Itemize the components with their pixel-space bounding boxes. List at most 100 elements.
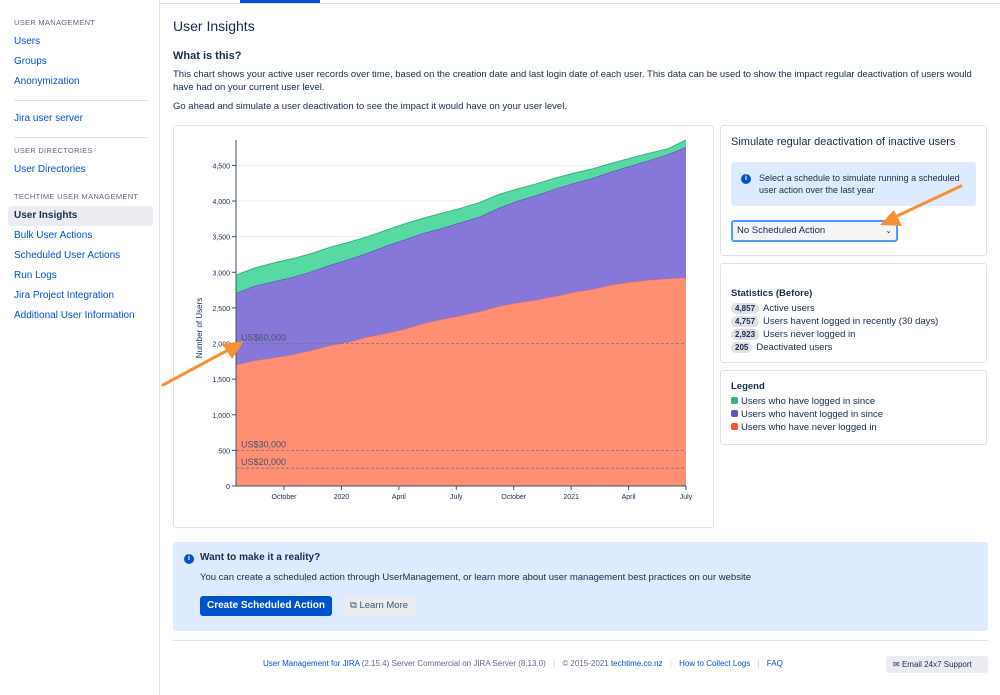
- email-support-label: Email 24x7 Support: [901, 660, 972, 669]
- legend-swatch: [731, 410, 738, 417]
- stat-count-badge: 2,923: [731, 329, 760, 340]
- y-axis-label: Number of Users: [195, 298, 204, 358]
- simulate-title: Simulate regular deactivation of inactiv…: [731, 136, 956, 148]
- legend-item: Users who havent logged in since: [731, 408, 976, 421]
- sidebar-item-run-logs[interactable]: Run Logs: [14, 270, 57, 281]
- legend-panel: Legend Users who have logged in since Us…: [720, 370, 987, 445]
- reference-label: US$20,000: [241, 457, 286, 467]
- cta-banner: i Want to make it a reality? You can cre…: [173, 542, 988, 631]
- instruction-text: Go ahead and simulate a user deactivatio…: [173, 101, 567, 112]
- sidebar-heading: USER MANAGEMENT: [14, 18, 96, 27]
- reference-label: US$30,000: [241, 439, 286, 449]
- sidebar-item-bulk-user-actions[interactable]: Bulk User Actions: [14, 230, 93, 241]
- sidebar-group-techtime: TECHTIME USER MANAGEMENT User Insights B…: [8, 192, 153, 326]
- email-support-button[interactable]: ✉ Email 24x7 Support: [886, 656, 988, 673]
- sidebar-item-anonymization[interactable]: Anonymization: [14, 76, 80, 87]
- x-tick-label: April: [622, 494, 636, 501]
- simulate-info-text: Select a schedule to simulate running a …: [759, 173, 960, 195]
- legend-title: Legend: [731, 381, 765, 392]
- x-tick-label: July: [450, 494, 463, 501]
- y-tick-label: 3,500: [212, 235, 230, 242]
- stat-row: 205 Deactivated users: [731, 341, 976, 354]
- legend-swatch: [731, 423, 738, 430]
- chart-card: 0 500 1,000 1,500 2,000 2,500 3,000 3,500 4,000 4…: [173, 125, 714, 528]
- sidebar-item-users[interactable]: Users: [14, 36, 41, 47]
- reference-label: US$60,000: [241, 333, 286, 343]
- arrow-shaft: [161, 347, 232, 387]
- copyright-text: © 2015-2021: [562, 659, 609, 668]
- sidebar: USER MANAGEMENT Users Groups Anonymizati…: [0, 0, 160, 695]
- y-tick-label: 500: [218, 448, 230, 455]
- legend-swatch: [731, 397, 738, 404]
- sidebar-group-user-directories: USER DIRECTORIES User Directories: [8, 146, 153, 180]
- faq-link[interactable]: FAQ: [766, 659, 783, 668]
- sidebar-group-server: Jira user server: [8, 109, 153, 129]
- footer-divider: [173, 640, 988, 641]
- y-tick-label: 0: [226, 484, 230, 491]
- sidebar-group-user-management: USER MANAGEMENT Users Groups Anonymizati…: [8, 18, 153, 92]
- series-line: [235, 139, 687, 276]
- sidebar-divider: [14, 100, 147, 101]
- y-tick-label: 3,000: [212, 270, 230, 277]
- series-line: [235, 277, 687, 366]
- stat-label: Active users: [763, 303, 815, 314]
- info-icon: i: [741, 174, 751, 184]
- y-tick-label: 4,000: [212, 199, 230, 206]
- sidebar-item-jira-project-integration[interactable]: Jira Project Integration: [14, 290, 115, 301]
- y-tick-label: 4,500: [212, 163, 230, 170]
- stat-row: 2,923 Users never logged in: [731, 328, 976, 341]
- schedule-select-value: No Scheduled Action: [737, 225, 826, 236]
- footer-separator: |: [669, 659, 672, 668]
- sidebar-item-groups[interactable]: Groups: [14, 56, 47, 67]
- active-tab-indicator: [240, 0, 320, 3]
- sidebar-divider: [14, 137, 147, 138]
- y-tick-label: 2,500: [212, 306, 230, 313]
- annotation-arrow-icon: [880, 184, 963, 226]
- main-content: User Insights What is this? This chart s…: [173, 18, 988, 113]
- legend-label: Users who have never logged in: [741, 422, 877, 433]
- top-tab-bar: [160, 0, 1000, 4]
- footer: User Management for JIRA (2.15.4) Server…: [263, 659, 783, 668]
- learn-more-button[interactable]: ⧉ Learn More: [343, 596, 416, 616]
- area-series: [236, 277, 686, 486]
- schedule-select[interactable]: No Scheduled Action ⌄: [731, 220, 898, 242]
- email-icon: ✉: [893, 660, 900, 669]
- stat-row: 4,757 Users havent logged in recently (30…: [731, 315, 976, 328]
- stat-count-badge: 4,757: [731, 316, 760, 327]
- statistics-title: Statistics (Before): [731, 288, 813, 299]
- x-tick-label: 2020: [334, 494, 350, 501]
- stat-count-badge: 205: [731, 342, 753, 353]
- legend-label: Users who have logged in since: [741, 396, 876, 407]
- x-tick-label: 2021: [563, 494, 579, 501]
- sidebar-item-additional-user-information[interactable]: Additional User Information: [14, 310, 135, 321]
- section-heading: What is this?: [173, 50, 242, 62]
- statistics-panel: Statistics (Before) 4,857 Active users 4,…: [720, 263, 987, 363]
- footer-separator: |: [553, 659, 556, 668]
- x-tick-label: October: [501, 494, 527, 501]
- simulate-panel: Simulate regular deactivation of inactiv…: [720, 125, 987, 256]
- product-link[interactable]: User Management for JIRA: [263, 659, 360, 668]
- stat-label: Users never logged in: [763, 329, 856, 340]
- cta-title: Want to make it a reality?: [200, 552, 321, 563]
- company-link[interactable]: techtime.co.nz: [610, 659, 663, 668]
- x-tick-label: July: [680, 494, 693, 501]
- sidebar-item-scheduled-user-actions[interactable]: Scheduled User Actions: [14, 250, 121, 261]
- description-text: This chart shows your active user record…: [173, 69, 972, 93]
- external-link-icon: ⧉: [350, 600, 357, 611]
- sidebar-item-user-directories[interactable]: User Directories: [14, 164, 86, 175]
- sidebar-heading: USER DIRECTORIES: [14, 146, 93, 155]
- stat-label: Deactivated users: [756, 342, 833, 353]
- stat-row: 4,857 Active users: [731, 302, 976, 315]
- arrow-head: [222, 341, 244, 359]
- footer-separator: |: [757, 659, 760, 668]
- sidebar-item-user-insights[interactable]: User Insights: [8, 206, 153, 226]
- learn-more-label: Learn More: [359, 600, 409, 611]
- stat-label: Users havent logged in recently (30 days…: [763, 316, 939, 327]
- stat-count-badge: 4,857: [731, 303, 760, 314]
- y-tick-label: 1,000: [212, 413, 230, 420]
- chevron-down-icon: ⌄: [885, 226, 892, 235]
- sidebar-item-jira-user-server[interactable]: Jira user server: [14, 113, 83, 124]
- create-scheduled-action-button[interactable]: Create Scheduled Action: [200, 596, 332, 616]
- collect-logs-link[interactable]: How to Collect Logs: [679, 659, 751, 668]
- info-icon: i: [184, 554, 194, 564]
